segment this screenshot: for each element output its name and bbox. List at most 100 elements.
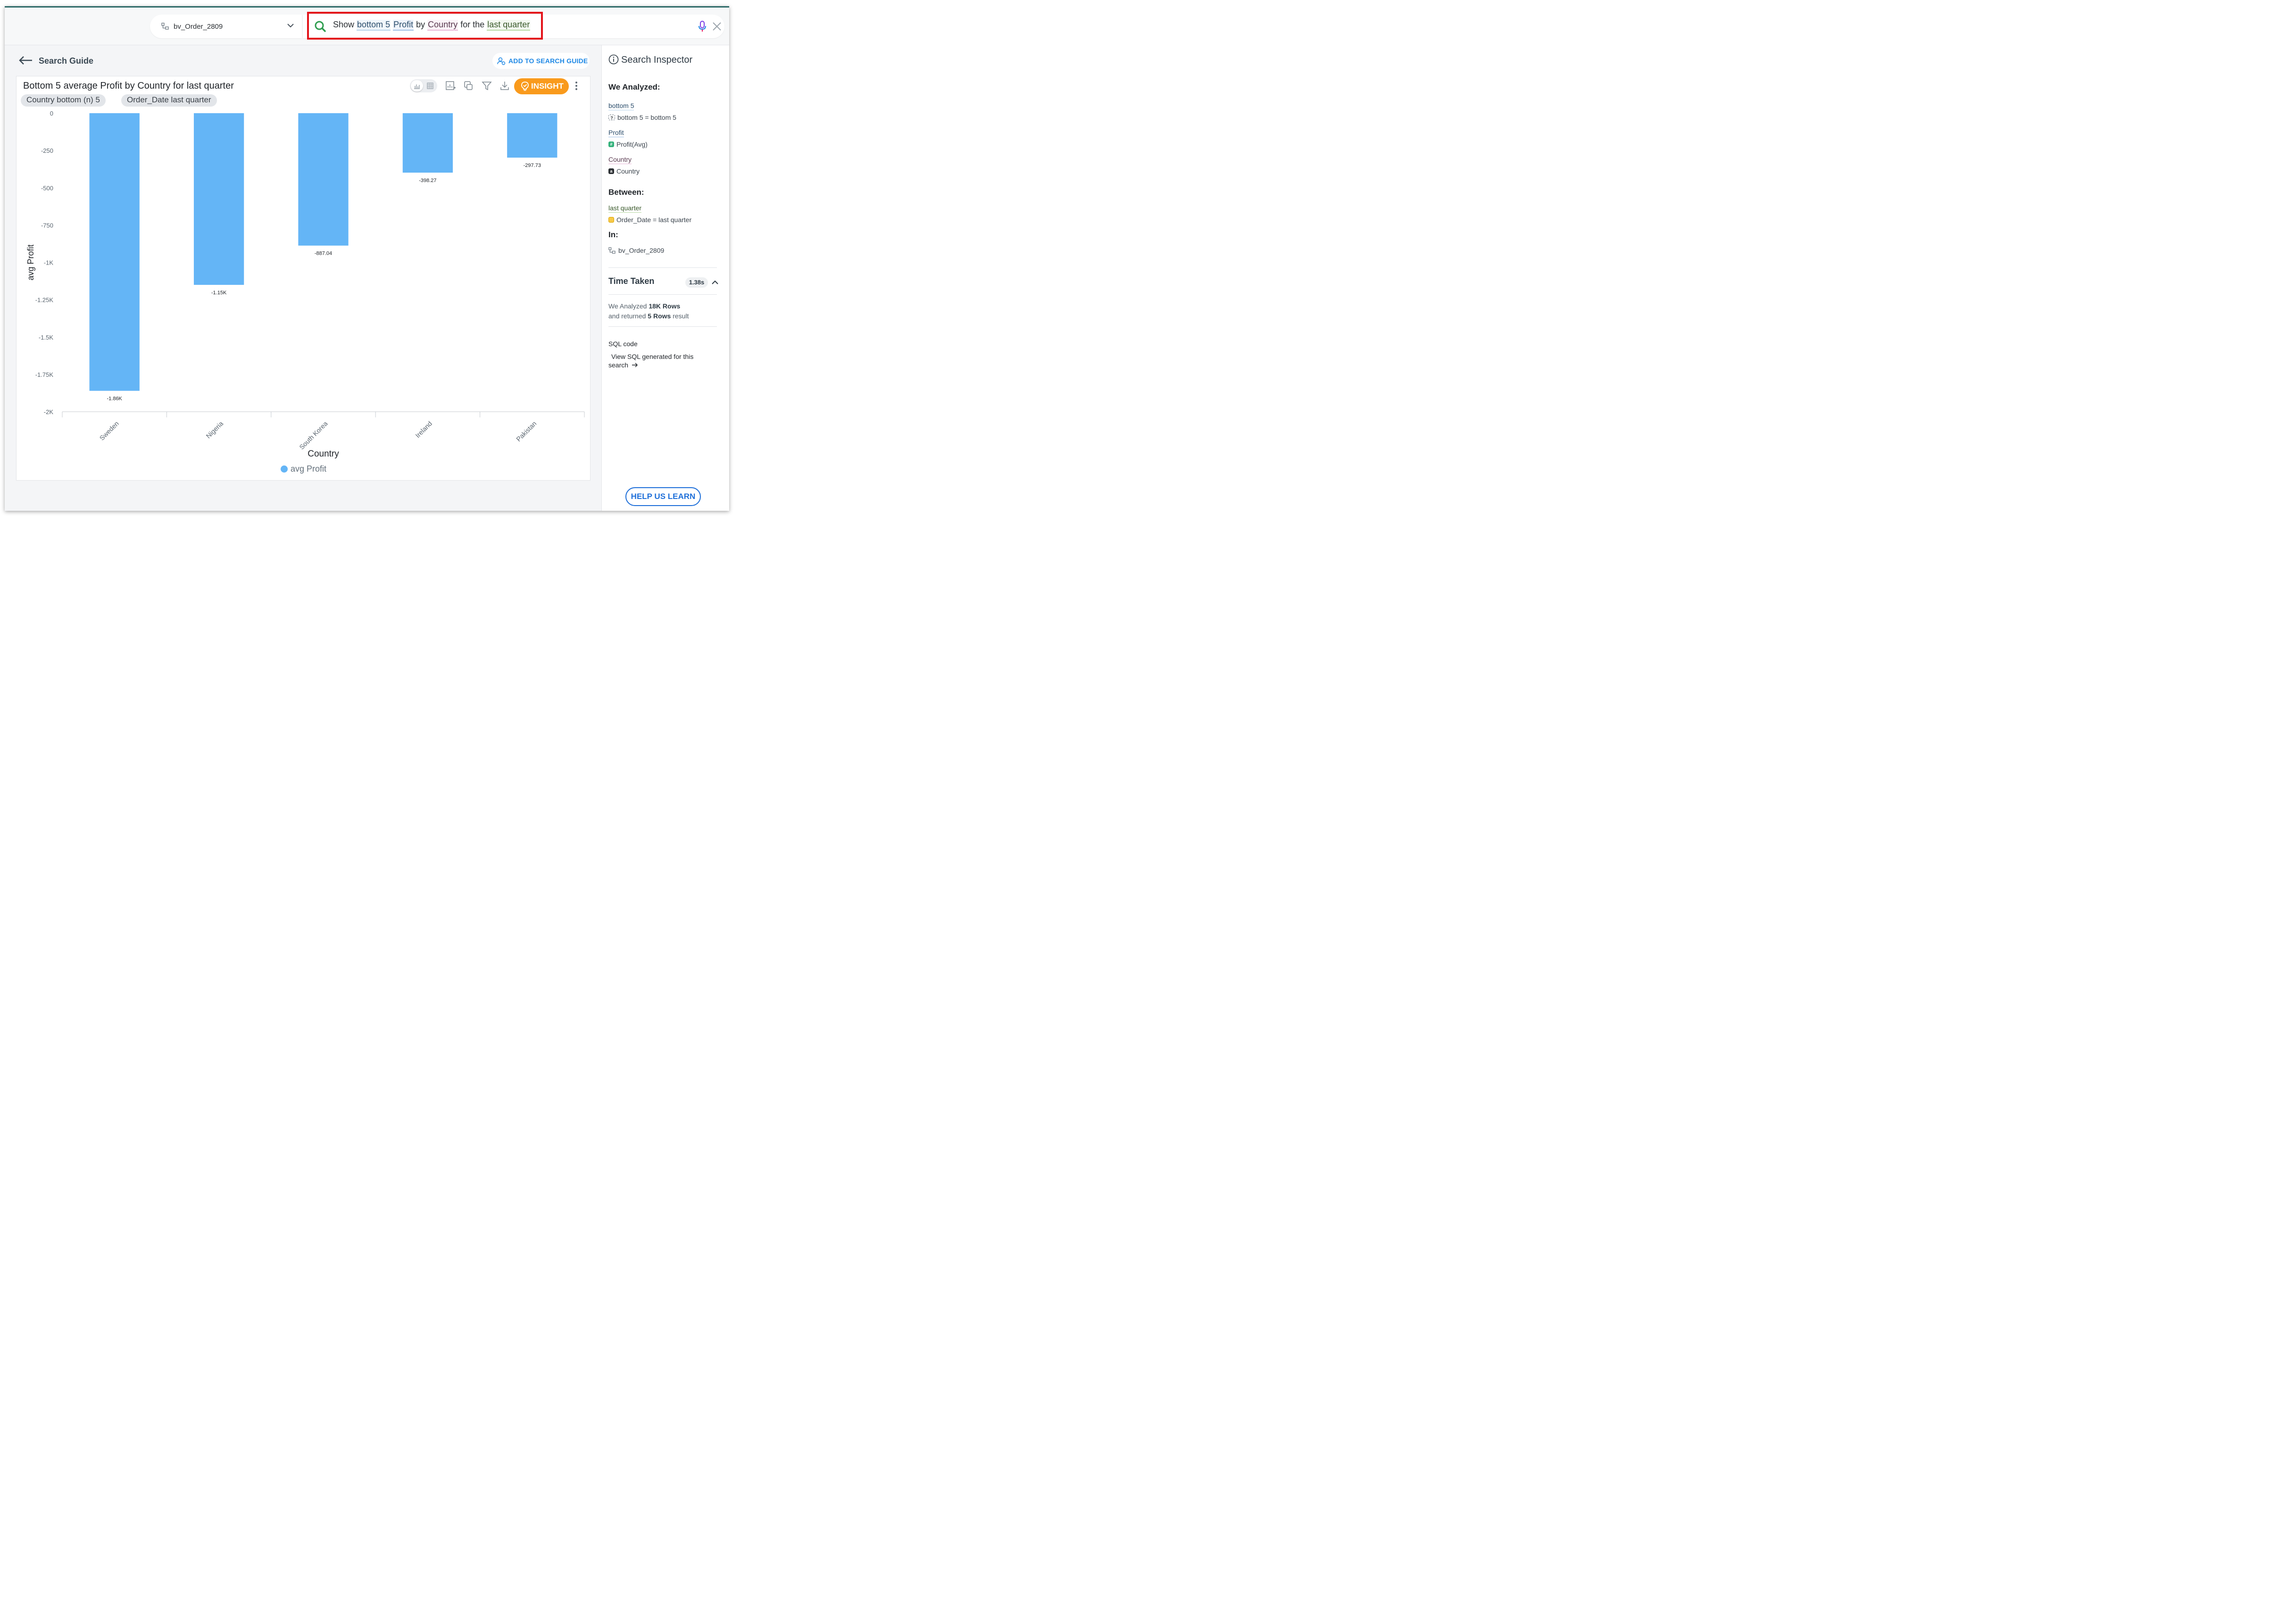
query-token: for the (460, 20, 485, 29)
search-icon (315, 21, 326, 32)
analyzed-detail-bottom: ? bottom 5 = bottom 5 (608, 114, 676, 121)
returned-rows-text: and returned 5 Rows result (608, 312, 689, 320)
users-plus-icon (497, 57, 506, 65)
view-sql-link[interactable]: View SQL generated for this search (608, 352, 703, 369)
date-type-icon (608, 217, 614, 223)
chevron-up-icon[interactable] (711, 279, 719, 285)
analyzed-token-bottom[interactable]: bottom 5 (608, 102, 634, 110)
filter-chip-date[interactable]: Order_Date last quarter (121, 94, 217, 107)
y-tick-label: -500 (41, 184, 53, 191)
between-detail: Order_Date = last quarter (608, 216, 691, 224)
lightbulb-check-icon (521, 82, 529, 91)
analyzed-detail-text: Country (616, 167, 640, 175)
datasource-select[interactable]: bv_Order_2809 (150, 15, 302, 38)
inspector-title: Search Inspector (621, 55, 693, 65)
info-icon (608, 54, 619, 65)
between-detail-text: Order_Date = last quarter (616, 216, 692, 224)
analyzed-token-profit[interactable]: Profit (608, 129, 624, 137)
close-icon[interactable] (712, 22, 722, 31)
y-tick-label: -250 (41, 147, 53, 154)
question-icon: ? (608, 115, 615, 120)
bar-data-label: -1.86K (107, 396, 122, 402)
arrow-right-icon (632, 363, 638, 367)
analyzed-rows-text: We Analyzed 18K Rows (608, 302, 680, 310)
time-taken-value: 1.38s (685, 277, 708, 288)
divider (608, 267, 717, 268)
analyzed-token-country[interactable]: Country (608, 156, 632, 164)
in-heading: In: (608, 230, 618, 239)
insight-label: INSIGHT (531, 82, 564, 91)
y-tick-label: -1.5K (39, 334, 53, 341)
y-tick-label: -1K (44, 259, 54, 266)
number-type-icon: # (608, 141, 614, 147)
top-bar: bv_Order_2809 Show bottom 5 Profit by Co… (5, 8, 729, 45)
search-query[interactable]: Show bottom 5 Profit by Country for the … (333, 20, 531, 31)
datasource-label: bv_Order_2809 (174, 22, 223, 31)
divider (608, 294, 717, 295)
y-tick-label: -1.25K (35, 297, 54, 304)
chevron-down-icon[interactable] (286, 21, 295, 30)
more-options-icon[interactable] (575, 81, 578, 91)
datasource-icon (161, 23, 169, 30)
add-to-search-guide-button[interactable]: ADD TO SEARCH GUIDE (492, 53, 590, 69)
bar (193, 113, 244, 285)
query-token[interactable]: Profit (393, 20, 414, 31)
chart-legend[interactable]: avg Profit (281, 464, 326, 474)
help-us-learn-button[interactable]: HELP US LEARN (625, 487, 701, 506)
sql-code-label: SQL code (608, 340, 638, 348)
bar-data-label: -398.27 (419, 178, 436, 183)
chart-table-toggle[interactable] (410, 79, 437, 92)
view-sql-link-text: View SQL generated for this search (608, 353, 694, 369)
add-to-search-guide-label: ADD TO SEARCH GUIDE (508, 57, 588, 65)
x-tick-label: Pakistan (515, 420, 538, 443)
filter-icon[interactable] (481, 80, 492, 91)
bar-data-label: -297.73 (524, 163, 541, 168)
filter-chip-country[interactable]: Country bottom (n) 5 (21, 94, 106, 107)
text-type-icon: a (608, 168, 614, 174)
insight-button[interactable]: INSIGHT (514, 78, 569, 94)
query-token[interactable]: Country (427, 20, 458, 31)
returned-prefix: and returned (608, 312, 646, 320)
bar-chart-icon[interactable] (414, 83, 420, 89)
y-tick-label: 0 (50, 110, 53, 117)
query-token[interactable]: last quarter (487, 20, 531, 31)
y-tick-label: -2K (44, 408, 54, 415)
returned-rows-count: 5 Rows (648, 312, 671, 320)
chart-title: Bottom 5 average Profit by Country for l… (23, 81, 234, 91)
bar (298, 113, 349, 246)
search-guide-title[interactable]: Search Guide (39, 56, 94, 66)
in-detail: bv_Order_2809 (608, 247, 664, 254)
bar (402, 113, 453, 173)
between-token[interactable]: last quarter (608, 204, 642, 213)
analyzed-rows-count: 18K Rows (649, 302, 681, 310)
divider (608, 326, 717, 327)
x-axis-title: Country (308, 449, 339, 459)
bar-chart: 0 -250 -500 -750 -1K -1.25K -1.5K -1.75K -2K avg … (26, 110, 585, 459)
search-inspector-panel: Search Inspector We Analyzed: bottom 5 ?… (601, 45, 729, 511)
y-tick-label: -750 (41, 222, 53, 229)
returned-suffix: result (673, 312, 689, 320)
between-heading: Between: (608, 188, 644, 197)
legend-swatch (281, 465, 288, 473)
analyzed-detail-text: bottom 5 = bottom 5 (617, 114, 676, 121)
query-token[interactable]: bottom 5 (357, 20, 391, 31)
legend-label: avg Profit (291, 464, 327, 474)
in-detail-text: bv_Order_2809 (618, 247, 665, 254)
datasource-icon (608, 247, 616, 254)
table-icon[interactable] (427, 83, 433, 89)
add-chart-icon[interactable] (445, 80, 456, 91)
download-icon[interactable] (499, 80, 510, 91)
analyzed-prefix: We Analyzed (608, 302, 647, 310)
query-token: by (416, 20, 425, 29)
copy-icon[interactable] (463, 80, 474, 91)
back-arrow-icon[interactable] (18, 55, 33, 66)
microphone-icon[interactable] (698, 21, 707, 32)
bar-data-label: -1.15K (211, 290, 227, 296)
bar-data-label: -887.04 (315, 251, 332, 257)
we-analyzed-heading: We Analyzed: (608, 83, 660, 91)
time-taken-label: Time Taken (608, 276, 655, 286)
analyzed-detail-profit: # Profit(Avg) (608, 141, 648, 148)
x-tick-label: Ireland (414, 420, 433, 440)
x-tick-label: South Korea (298, 420, 329, 451)
x-tick-label: Nigeria (205, 420, 225, 440)
